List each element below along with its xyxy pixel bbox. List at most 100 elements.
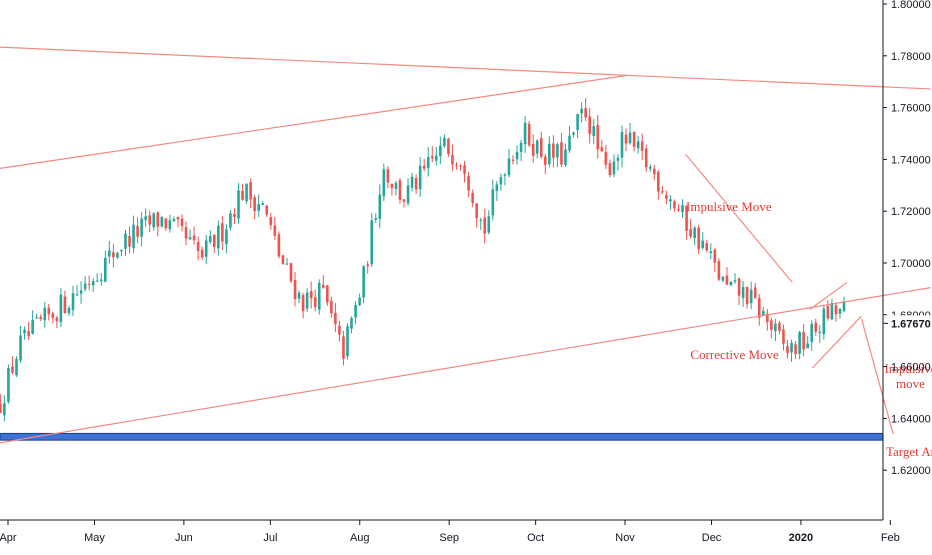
candle-body <box>116 252 119 258</box>
candle-body <box>531 144 535 156</box>
candle-body <box>644 148 648 168</box>
candle-body <box>265 205 269 215</box>
candle-body <box>455 164 458 166</box>
candle-body <box>826 306 830 319</box>
candle-body <box>180 218 184 226</box>
candle-body <box>657 172 660 192</box>
candle-body <box>774 323 777 332</box>
candle-body <box>362 266 365 298</box>
candle-body <box>27 331 30 337</box>
candle-body <box>366 264 369 267</box>
candle-body <box>7 367 10 402</box>
candle-body <box>326 285 329 303</box>
candle-body <box>665 195 668 199</box>
candle-body <box>120 249 123 252</box>
y-tick-label: 1.76000 <box>891 103 931 115</box>
candle-body <box>124 233 127 249</box>
candle-body <box>108 250 111 257</box>
candle-body <box>204 240 208 257</box>
candle-body <box>374 217 378 220</box>
candle-body <box>192 235 196 241</box>
candle-body <box>83 283 87 290</box>
candle-body <box>439 145 442 157</box>
candle-body <box>217 225 220 249</box>
candle-body <box>112 252 115 258</box>
annotation-line: Impulsive <box>884 361 932 376</box>
candle-body <box>200 249 204 258</box>
y-tick-label: 1.74000 <box>891 154 931 166</box>
candle-body <box>515 151 519 160</box>
trendline-3 <box>0 287 931 444</box>
candle-body <box>172 219 176 221</box>
candle-body <box>786 346 789 353</box>
current-price-box <box>884 315 932 332</box>
x-tick-label: 2020 <box>789 532 813 544</box>
candle-body <box>253 197 256 212</box>
x-tick-label: Oct <box>527 532 544 544</box>
candle-body <box>810 323 814 342</box>
candle-body <box>99 279 103 282</box>
candle-body <box>237 190 240 219</box>
candle-body <box>160 216 164 227</box>
y-tick-label: 1.62000 <box>891 465 931 477</box>
candle-body <box>390 183 394 188</box>
trendline-6 <box>812 315 862 369</box>
candle-body <box>560 142 563 165</box>
candle-body <box>527 123 531 146</box>
candle-body <box>39 316 43 320</box>
candle-body <box>830 303 834 320</box>
candle-body <box>245 183 248 202</box>
candle-body <box>580 108 583 114</box>
candle-body <box>737 278 741 296</box>
candle-body <box>422 165 426 169</box>
candle-body <box>669 199 672 202</box>
candle-body <box>394 182 398 190</box>
trendline-4 <box>685 153 793 283</box>
candle-body <box>697 227 700 250</box>
candle-body <box>596 124 600 150</box>
y-tick-label: 1.66000 <box>891 362 931 374</box>
candle-body <box>43 307 47 321</box>
candle-body <box>806 343 809 349</box>
candle-body <box>802 332 805 350</box>
candle-body <box>636 141 640 149</box>
candle-body <box>503 174 507 176</box>
candle-body <box>451 154 454 165</box>
candle-body <box>35 317 38 319</box>
candle-body <box>447 138 450 155</box>
candle-body <box>511 159 515 162</box>
trendline-7 <box>860 318 894 435</box>
candle-body <box>495 184 499 192</box>
candle-body <box>443 137 446 146</box>
candle-body <box>766 313 769 322</box>
candle-body <box>834 305 838 315</box>
candle-body <box>717 261 721 280</box>
annotation-4: Target Area <box>886 444 932 459</box>
candle-body <box>782 329 785 344</box>
candle-body <box>709 251 713 254</box>
candle-body <box>342 336 345 359</box>
candle-body <box>297 292 301 299</box>
candle-body <box>842 301 846 311</box>
y-tick-label: 1.64000 <box>891 413 931 425</box>
candle-body <box>620 131 624 158</box>
candle-body <box>75 294 79 296</box>
candle-body <box>778 322 781 331</box>
candle-body <box>241 190 244 200</box>
candle-body <box>91 281 95 286</box>
trendline-5 <box>809 281 848 311</box>
candle-body <box>378 194 382 219</box>
candle-body <box>584 108 587 118</box>
candle-body <box>624 134 628 144</box>
candle-body <box>346 326 349 357</box>
annotation-2: Corrective Move <box>690 347 779 362</box>
candle-body <box>592 126 596 137</box>
x-tick-label: Jul <box>263 532 277 544</box>
candle-body <box>689 228 692 237</box>
candle-body <box>673 201 676 209</box>
candle-body <box>701 240 705 249</box>
y-tick-label: 1.70000 <box>891 258 931 270</box>
candle-body <box>269 217 273 226</box>
candle-body <box>600 147 604 152</box>
